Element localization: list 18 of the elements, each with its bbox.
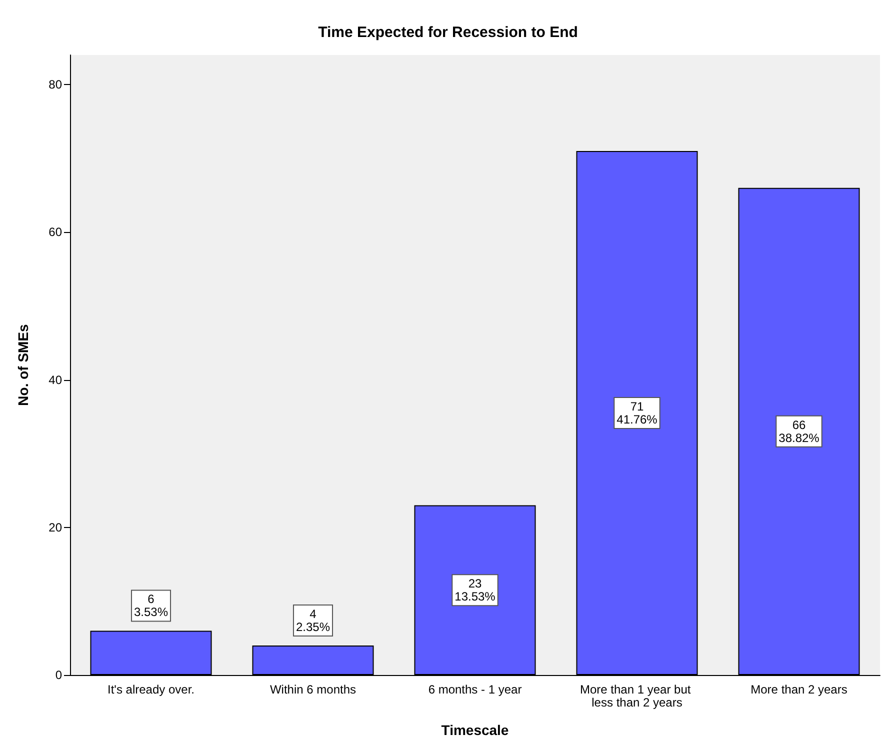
x-tick-label: 6 months - 1 year bbox=[428, 682, 522, 696]
chart-title: Time Expected for Recession to End bbox=[318, 24, 578, 41]
y-tick-label: 40 bbox=[48, 372, 62, 387]
data-label: 6 3.53% bbox=[134, 592, 168, 620]
y-axis-title: No. of SMEs bbox=[15, 324, 31, 406]
x-tick-label: More than 1 year but less than 2 years bbox=[580, 682, 694, 710]
x-axis-title: Timescale bbox=[441, 722, 509, 738]
data-label: 66 38.82% bbox=[778, 418, 820, 445]
y-tick-label: 0 bbox=[55, 668, 62, 682]
y-tick-label: 80 bbox=[48, 78, 62, 92]
y-tick-label: 60 bbox=[48, 225, 62, 240]
data-label: 23 13.53% bbox=[454, 576, 496, 604]
data-label: 71 41.76% bbox=[616, 399, 658, 426]
data-label: 4 2.35% bbox=[296, 606, 330, 634]
x-tick-label: More than 2 years bbox=[750, 682, 848, 696]
x-tick-label: It's already over. bbox=[108, 682, 194, 696]
x-tick-label: Within 6 months bbox=[270, 682, 356, 696]
y-tick-label: 20 bbox=[48, 520, 62, 534]
